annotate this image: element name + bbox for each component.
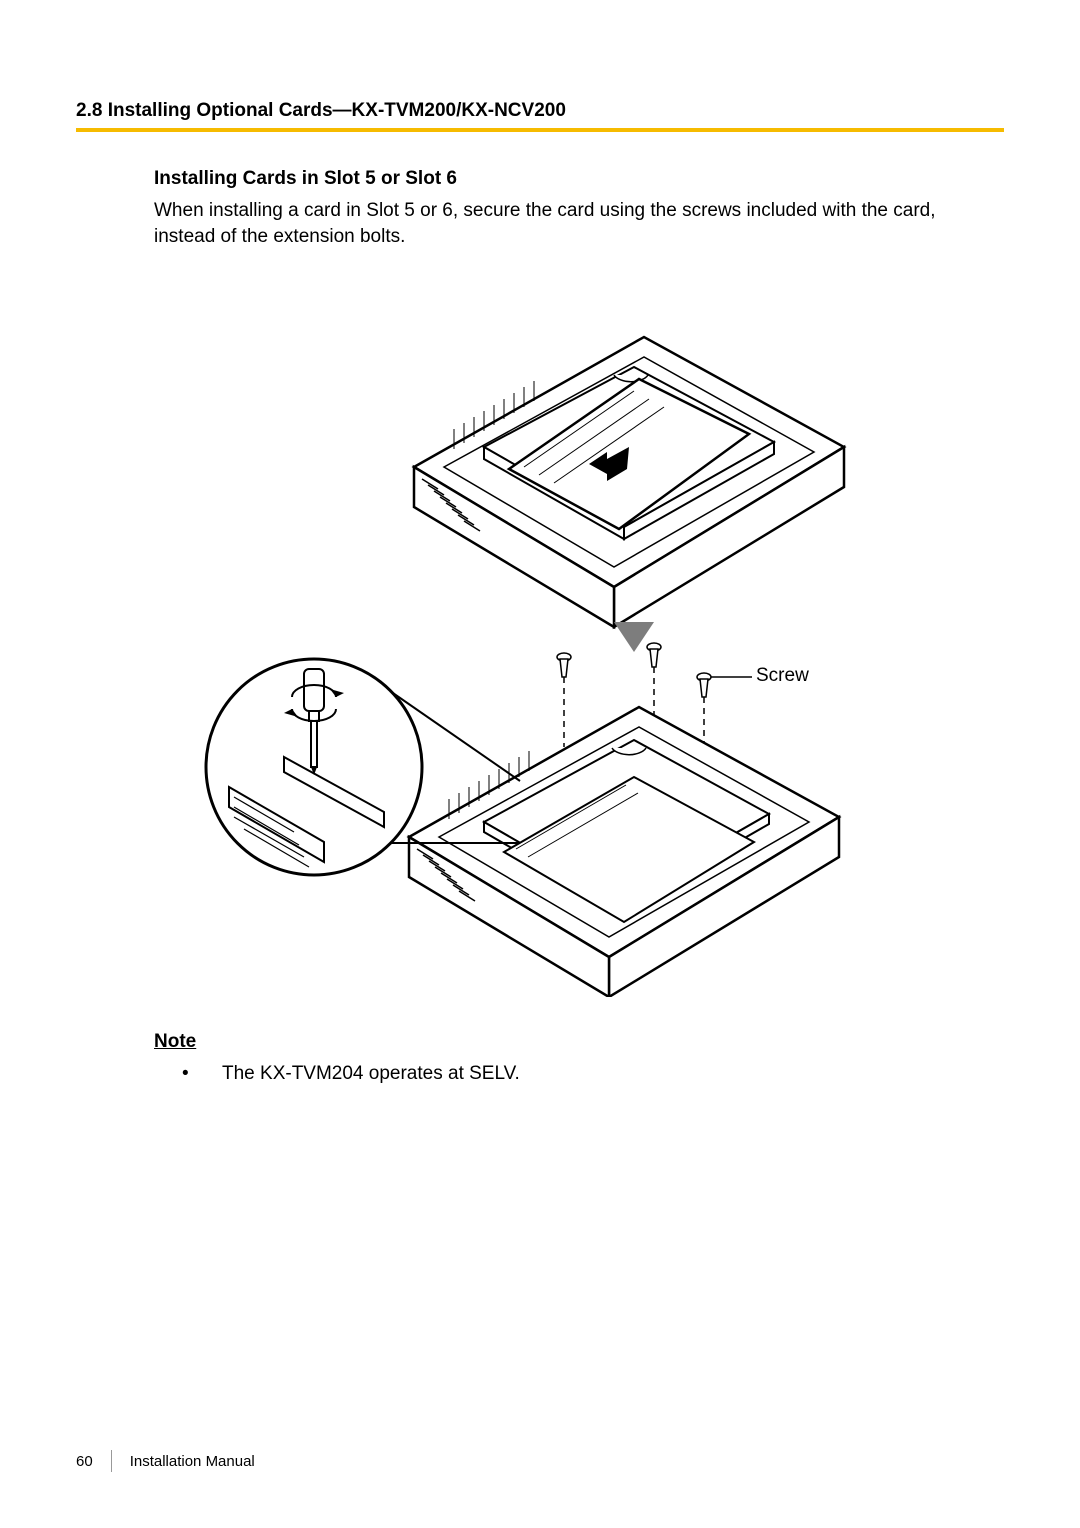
detail-inset xyxy=(206,659,520,875)
top-chassis xyxy=(414,337,844,627)
body-paragraph: When installing a card in Slot 5 or 6, s… xyxy=(154,198,994,249)
page-number: 60 xyxy=(76,1453,111,1470)
bullet-icon: • xyxy=(182,1061,222,1087)
page: 2.8 Installing Optional Cards—KX-TVM200/… xyxy=(0,0,1080,1528)
note-heading: Note xyxy=(154,1031,994,1053)
installation-diagram xyxy=(194,277,954,997)
note-text: The KX-TVM204 operates at SELV. xyxy=(222,1061,520,1087)
footer: 60 Installation Manual xyxy=(76,1450,255,1472)
sub-heading: Installing Cards in Slot 5 or Slot 6 xyxy=(154,168,994,190)
header-rule xyxy=(76,128,1004,132)
note-item: • The KX-TVM204 operates at SELV. xyxy=(154,1061,994,1087)
content-block: Installing Cards in Slot 5 or Slot 6 Whe… xyxy=(76,168,1004,1087)
footer-doc-title: Installation Manual xyxy=(130,1453,255,1470)
figure: Screw xyxy=(194,277,954,997)
footer-divider xyxy=(111,1450,112,1472)
bottom-chassis xyxy=(409,707,839,997)
section-header: 2.8 Installing Optional Cards—KX-TVM200/… xyxy=(76,100,1004,122)
screw-label: Screw xyxy=(756,665,809,687)
